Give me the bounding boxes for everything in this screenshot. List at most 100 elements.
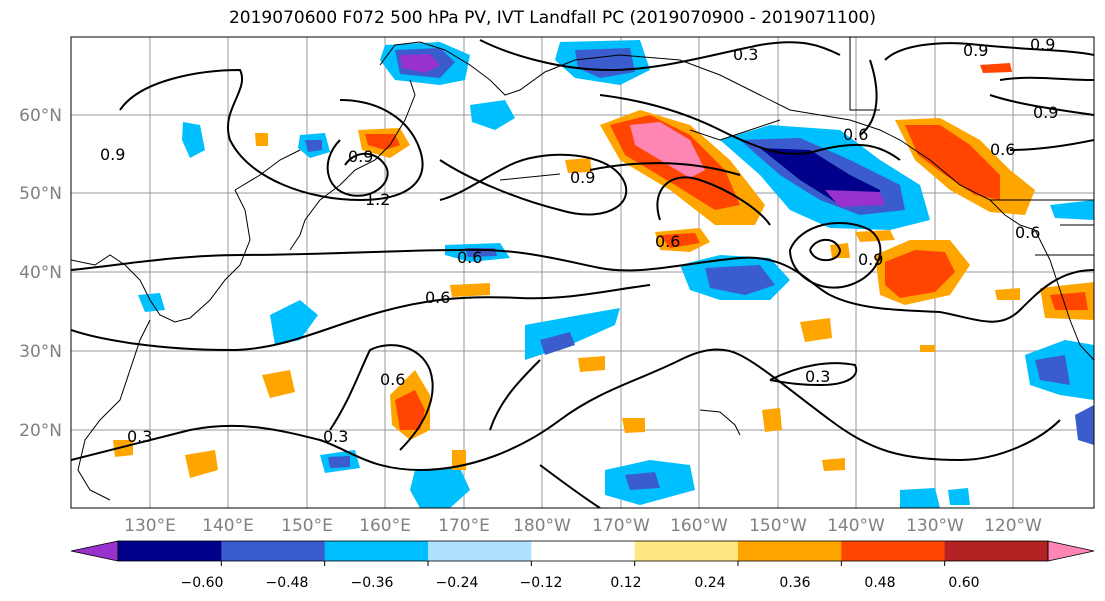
coastlines [71, 37, 1094, 501]
contour-labels: 0.3 0.9 0.9 0.9 0.9 0.6 0.6 1.2 0.9 0.6 … [100, 35, 1058, 446]
contour-label: 0.6 [990, 140, 1015, 159]
negative-anomaly-patch [1075, 405, 1094, 445]
contour-label: 0.9 [348, 147, 373, 166]
lon-label: 130°W [906, 516, 964, 536]
lon-label: 150°E [281, 516, 333, 536]
positive-anomaly-patch [578, 356, 605, 372]
positive-anomaly-patch [185, 450, 218, 478]
negative-anomaly-patch [760, 148, 880, 205]
latitude-labels: 60°N 50°N 40°N 30°N 20°N [19, 106, 62, 441]
negative-anomaly-patch [328, 456, 350, 468]
negative-anomaly-patch [1035, 355, 1070, 385]
positive-anomaly-patch [255, 133, 268, 146]
colorbar-bin [118, 541, 222, 561]
contour-label: 0.3 [127, 427, 152, 446]
contour-label: 0.3 [323, 427, 348, 446]
lat-label: 30°N [19, 342, 62, 362]
negative-anomaly-patch [825, 190, 885, 207]
colorbar-tick-label: −0.36 [351, 575, 394, 591]
colorbar-bin [428, 541, 532, 561]
negative-anomaly-patch [270, 300, 318, 345]
negative-anomaly-patch [470, 100, 515, 130]
ivt-shading [113, 40, 1094, 508]
lat-label: 60°N [19, 106, 62, 126]
negative-anomaly-patch [625, 472, 660, 490]
negative-anomaly-patch [305, 140, 322, 152]
contour-label: 1.2 [365, 190, 390, 209]
contour-label: 0.9 [963, 41, 988, 60]
colorbar-ticks: −0.60 −0.48 −0.36 −0.24 −0.12 0.12 0.24 … [181, 575, 980, 591]
positive-anomaly-patch [450, 283, 490, 297]
colorbar-tick-label: 0.12 [610, 575, 641, 591]
colorbar-tick-label: −0.12 [520, 575, 563, 591]
positive-anomaly-patch [800, 318, 832, 342]
pv-contours [71, 39, 1094, 508]
lon-label: 180°W [513, 516, 571, 536]
contour-label: 0.9 [1030, 35, 1055, 54]
negative-anomaly-patch [400, 54, 440, 73]
contour-label: 0.9 [858, 250, 883, 269]
colorbar-bin [324, 541, 429, 561]
positive-anomaly-patch [905, 125, 1000, 200]
lon-label: 170°W [592, 516, 650, 536]
map-frame [70, 36, 1095, 509]
negative-anomaly-patch [948, 488, 970, 505]
colorbar-bin [531, 541, 636, 561]
colorbar-bin [221, 541, 326, 561]
positive-anomaly-patch [995, 288, 1020, 300]
positive-anomaly-patch [660, 233, 700, 248]
positive-anomaly-patch [1050, 292, 1088, 310]
positive-anomaly-patch [622, 418, 645, 433]
contour-label: 0.6 [655, 232, 680, 251]
contour-label: 0.6 [457, 248, 482, 267]
negative-anomaly-patch [1050, 200, 1094, 220]
longitude-labels: 130°E 140°E 150°E 160°E 170°E 180°W 170°… [124, 516, 1042, 536]
lon-label: 120°W [984, 516, 1042, 536]
contour-label: 0.6 [1015, 223, 1040, 242]
lat-label: 50°N [19, 184, 62, 204]
contour-label: 0.6 [380, 370, 405, 389]
positive-anomaly-patch [920, 345, 935, 352]
colorbar-extend-low [70, 540, 119, 562]
contour-label: 0.9 [1033, 103, 1058, 122]
lon-label: 160°E [359, 516, 411, 536]
graticule [71, 37, 1094, 508]
positive-anomaly-patch [885, 250, 955, 298]
lon-label: 130°E [124, 516, 176, 536]
colorbar-tick-label: −0.60 [181, 575, 224, 591]
colorbar-bin [944, 541, 1049, 561]
negative-anomaly-patch [410, 468, 470, 508]
contour-label: 0.9 [100, 145, 125, 164]
positive-anomaly-patch [762, 408, 782, 432]
contour-label: 0.6 [425, 288, 450, 307]
colorbar-outline [117, 540, 1049, 562]
colorbar-tick-label: 0.24 [694, 575, 725, 591]
positive-anomaly-patch [113, 440, 133, 457]
negative-anomaly-patch [705, 265, 775, 295]
colorbar-extend-high [1047, 540, 1095, 562]
map-title: 2019070600 F072 500 hPa PV, IVT Landfall… [228, 8, 876, 28]
colorbar-tick-label: −0.24 [436, 575, 479, 591]
contour-label: 0.3 [805, 367, 830, 386]
contour-label: 0.6 [843, 125, 868, 144]
lon-label: 170°E [438, 516, 490, 536]
colorbar-tick-label: 0.36 [779, 575, 810, 591]
colorbar-tick-label: 0.48 [864, 575, 895, 591]
lon-label: 160°W [670, 516, 728, 536]
colorbar [70, 540, 1095, 566]
positive-anomaly-patch [395, 390, 425, 430]
negative-anomaly-patch [540, 332, 575, 355]
lon-label: 150°W [749, 516, 807, 536]
lat-label: 20°N [19, 421, 62, 441]
positive-anomaly-patch [980, 63, 1012, 73]
lat-label: 40°N [19, 263, 62, 283]
positive-anomaly-patch [365, 134, 400, 150]
positive-anomaly-patch [262, 370, 295, 398]
colorbar-bin [841, 541, 946, 561]
colorbar-bin [738, 541, 842, 561]
positive-anomaly-patch [822, 458, 845, 471]
contour-label: 0.9 [570, 168, 595, 187]
contour-label: 0.3 [733, 45, 758, 64]
colorbar-tick-label: −0.48 [266, 575, 309, 591]
